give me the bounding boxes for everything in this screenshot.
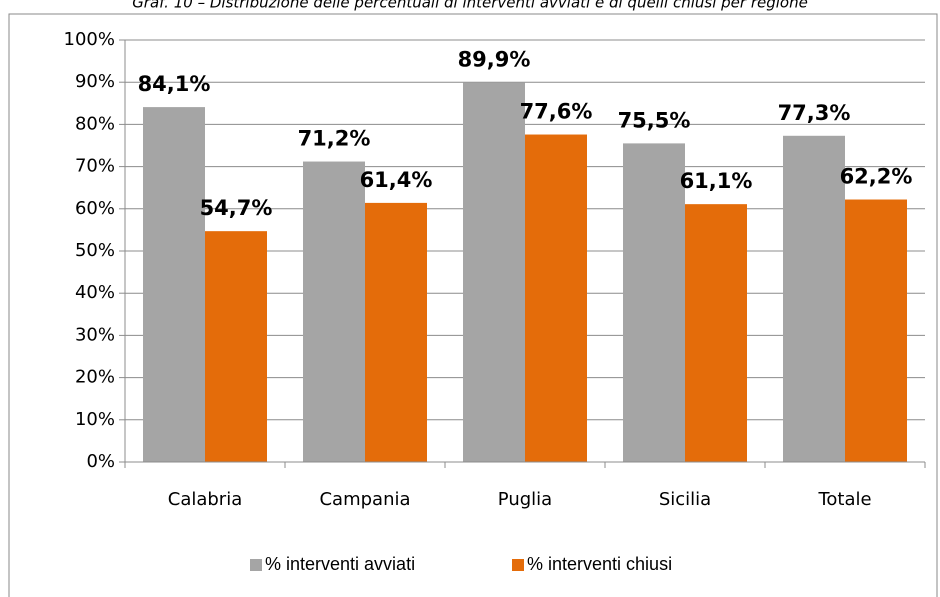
- bar: [463, 82, 525, 462]
- y-tick-label: 70%: [75, 156, 115, 177]
- value-label: 62,2%: [840, 165, 913, 189]
- y-tick-label: 80%: [75, 113, 115, 134]
- y-tick-label: 50%: [75, 240, 115, 261]
- bar: [845, 199, 907, 463]
- bar: [623, 143, 685, 462]
- y-tick-label: 100%: [64, 29, 115, 50]
- y-tick-label: 90%: [75, 71, 115, 92]
- x-tick-label: Calabria: [168, 489, 243, 510]
- bar: [303, 161, 365, 462]
- y-tick-label: 40%: [75, 282, 115, 303]
- bar: [783, 135, 845, 462]
- y-tick-label: 10%: [75, 409, 115, 430]
- x-tick-label: Sicilia: [659, 489, 711, 510]
- value-label: 77,6%: [520, 100, 593, 124]
- value-label: 84,1%: [138, 72, 211, 96]
- y-tick-label: 0%: [86, 451, 115, 472]
- bar: [365, 202, 427, 462]
- x-tick-label: Campania: [319, 489, 410, 510]
- bar: [205, 231, 267, 462]
- value-label: 75,5%: [618, 108, 691, 132]
- bar: [143, 107, 205, 463]
- value-label: 71,2%: [298, 127, 371, 151]
- x-tick-label: Totale: [817, 489, 871, 510]
- legend-swatch: [512, 559, 524, 571]
- x-tick-label: Puglia: [498, 489, 552, 510]
- y-tick-label: 60%: [75, 198, 115, 219]
- legend-label: % interventi chiusi: [527, 554, 672, 574]
- value-label: 77,3%: [778, 101, 851, 125]
- value-label: 61,1%: [680, 169, 753, 193]
- y-tick-label: 20%: [75, 367, 115, 388]
- value-label: 61,4%: [360, 168, 433, 192]
- bar: [525, 134, 587, 462]
- chart-title: Graf. 10 – Distribuzione delle percentua…: [132, 0, 808, 12]
- legend-swatch: [250, 559, 262, 571]
- legend-label: % interventi avviati: [265, 554, 415, 574]
- y-tick-label: 30%: [75, 324, 115, 345]
- bar: [685, 204, 747, 462]
- value-label: 54,7%: [200, 196, 273, 220]
- value-label: 89,9%: [458, 48, 531, 72]
